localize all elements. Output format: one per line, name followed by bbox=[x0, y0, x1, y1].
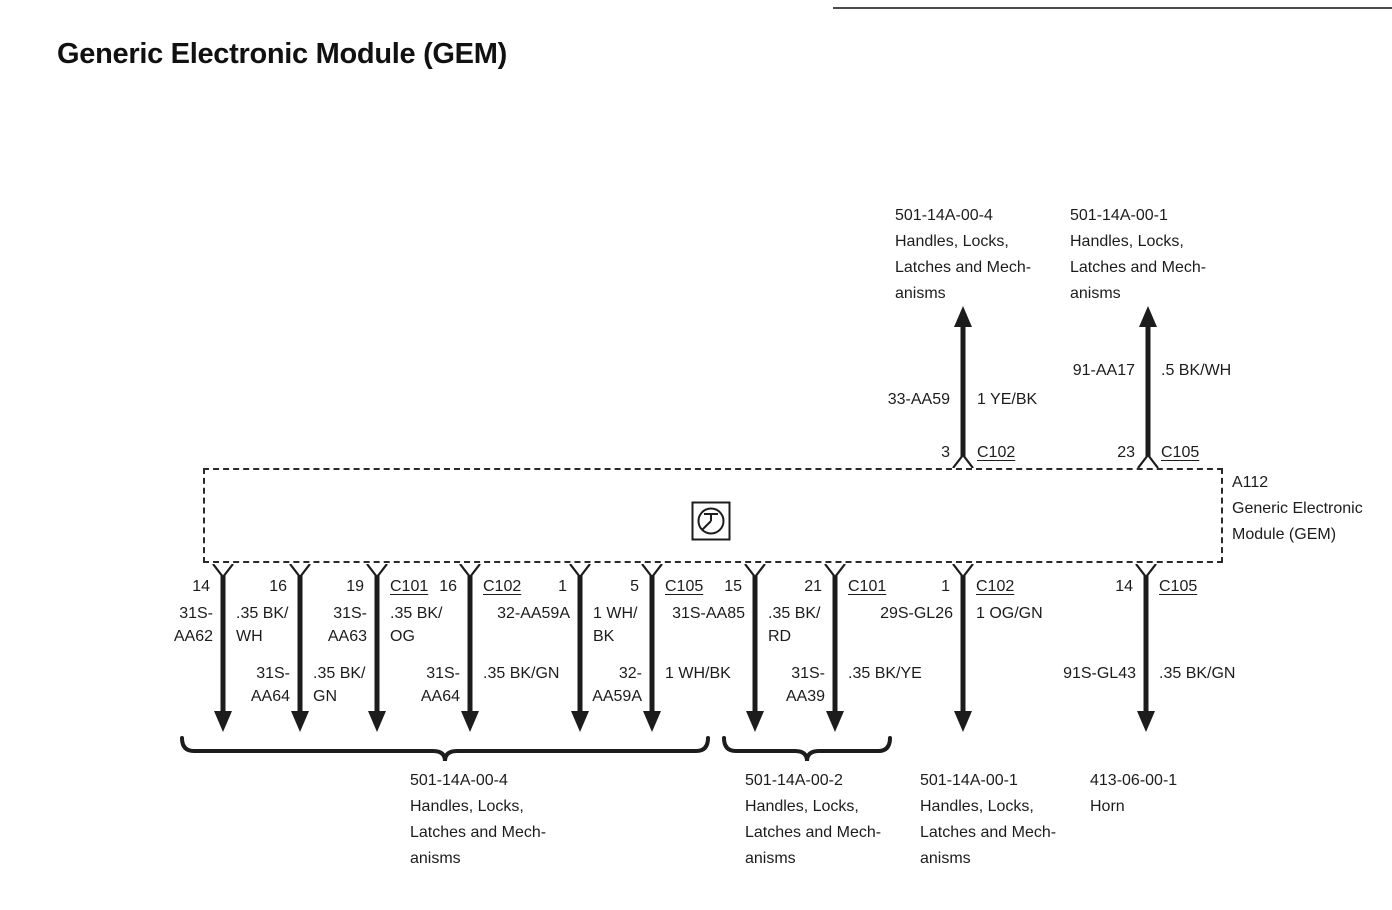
destination-label: 501-14A-00-2 Handles, Locks, Latches and… bbox=[745, 772, 882, 867]
pin-number: 1 bbox=[558, 578, 567, 595]
connector-callout: C102 bbox=[977, 444, 1016, 461]
pin-number: 3 bbox=[941, 444, 950, 461]
circuit-label: 29S-GL26 bbox=[880, 605, 953, 622]
page-title: Generic Electronic Module (GEM) bbox=[57, 38, 507, 70]
circuit-label: 31S-AA85 bbox=[672, 605, 745, 622]
wire-arrow-up bbox=[1136, 306, 1160, 468]
wire-arrow-down bbox=[640, 564, 664, 732]
wire-arrow-up bbox=[951, 306, 975, 468]
circuit-label: 32-AA59A bbox=[497, 605, 570, 622]
wire-spec-label: 1 OG/GN bbox=[976, 605, 1043, 622]
circuit-label: 33-AA59 bbox=[887, 391, 950, 408]
destination-label: 501-14A-00-4 Handles, Locks, Latches and… bbox=[895, 207, 1032, 302]
destination-label: 501-14A-00-4 Handles, Locks, Latches and… bbox=[410, 772, 547, 867]
connector-callout: C105 bbox=[665, 578, 704, 595]
connector-callout: C102 bbox=[976, 578, 1015, 595]
pin-number: 21 bbox=[804, 578, 822, 595]
wire-spec-label: .35 BK/ RD bbox=[768, 605, 821, 645]
destination-label: 501-14A-00-1 Handles, Locks, Latches and… bbox=[1070, 207, 1207, 302]
destination-label: 413-06-00-1 Horn bbox=[1090, 772, 1178, 815]
circuit-label: 32- AA59A bbox=[592, 665, 642, 705]
destination-label: 501-14A-00-1 Handles, Locks, Latches and… bbox=[920, 772, 1057, 867]
wire-spec-label: .35 BK/ GN bbox=[313, 665, 366, 705]
circuit-label: 31S- AA62 bbox=[173, 605, 213, 645]
connector-callout: C101 bbox=[848, 578, 887, 595]
connector-callout: C101 bbox=[390, 578, 429, 595]
gem-module-icon bbox=[691, 501, 731, 541]
pin-number: 15 bbox=[724, 578, 742, 595]
wire-spec-label: 1 WH/BK bbox=[665, 665, 731, 682]
circuit-label: 31S- AA64 bbox=[250, 665, 290, 705]
wire-spec-label: 1 WH/ BK bbox=[593, 605, 638, 645]
pin-number: 5 bbox=[630, 578, 639, 595]
wire-arrow-down bbox=[1134, 564, 1158, 732]
circuit-label: 91S-GL43 bbox=[1063, 665, 1136, 682]
wire-arrow-down bbox=[823, 564, 847, 732]
pin-number: 19 bbox=[346, 578, 364, 595]
circuit-label: 31S- AA64 bbox=[420, 665, 460, 705]
circuit-label: 31S- AA39 bbox=[785, 665, 825, 705]
group-brace bbox=[722, 736, 892, 762]
circuit-label: 91-AA17 bbox=[1072, 362, 1135, 379]
wire-spec-label: .35 BK/ WH bbox=[236, 605, 289, 645]
pin-number: 16 bbox=[269, 578, 287, 595]
pin-number: 23 bbox=[1117, 444, 1135, 461]
wire-spec-label: .35 BK/GN bbox=[483, 665, 560, 682]
pin-number: 14 bbox=[1115, 578, 1133, 595]
connector-callout: C105 bbox=[1161, 444, 1200, 461]
wire-arrow-down bbox=[458, 564, 482, 732]
pin-number: 16 bbox=[439, 578, 457, 595]
pin-number: 14 bbox=[192, 578, 210, 595]
brace-path bbox=[722, 736, 892, 762]
module-callout-label: A112 Generic Electronic Module (GEM) bbox=[1232, 474, 1363, 543]
brace-path bbox=[180, 736, 710, 762]
connector-callout: C102 bbox=[483, 578, 522, 595]
wire-spec-label: .35 BK/GN bbox=[1159, 665, 1236, 682]
pin-number: 1 bbox=[941, 578, 950, 595]
wire-spec-label: .35 BK/ OG bbox=[390, 605, 443, 645]
wire-arrow-down bbox=[951, 564, 975, 732]
circuit-label: 31S- AA63 bbox=[327, 605, 367, 645]
group-brace bbox=[180, 736, 710, 762]
scan-edge-line bbox=[833, 7, 1392, 9]
wire-spec-label: .35 BK/YE bbox=[848, 665, 922, 682]
wire-spec-label: 1 YE/BK bbox=[977, 391, 1038, 408]
connector-callout: C105 bbox=[1159, 578, 1198, 595]
wire-spec-label: .5 BK/WH bbox=[1161, 362, 1232, 379]
gem-module-box bbox=[203, 468, 1223, 563]
